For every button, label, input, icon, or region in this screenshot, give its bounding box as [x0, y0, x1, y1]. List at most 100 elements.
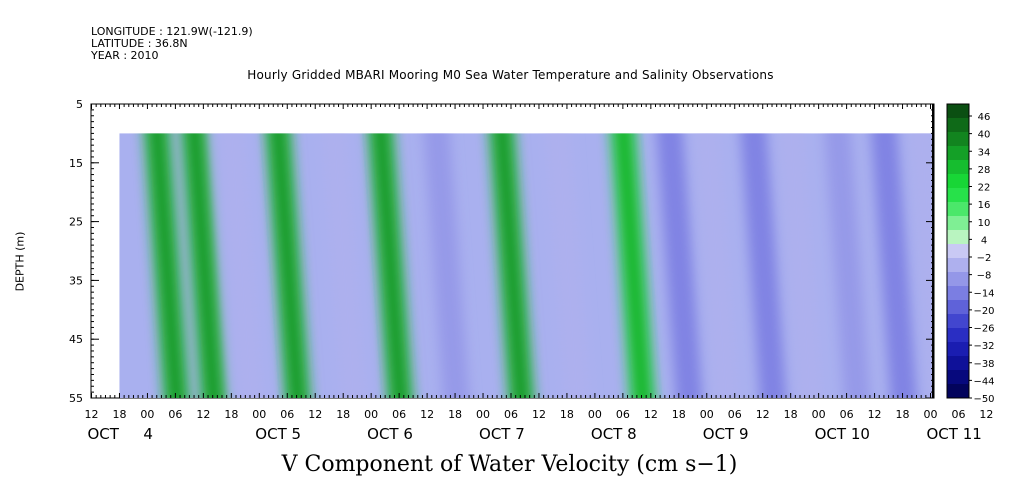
- colorbar-swatch: [947, 342, 969, 357]
- colorbar-label: 4: [981, 235, 987, 246]
- colorbar-label: 34: [978, 147, 991, 158]
- colorbar-swatch: [947, 216, 969, 231]
- x-day-label: OCT 6: [367, 425, 413, 443]
- x-day-label: OCT 11: [927, 425, 982, 443]
- x-tick-label: 06: [840, 408, 854, 421]
- colorbar-label: −2: [977, 253, 992, 264]
- velocity-band-12: [740, 133, 787, 398]
- x-tick-label: 18: [560, 408, 574, 421]
- velocity-bands: [144, 133, 932, 398]
- x-tick-label: 12: [308, 408, 322, 421]
- velocity-band-4: [321, 133, 367, 398]
- x-tick-label: 12: [85, 408, 99, 421]
- colorbar-swatch: [947, 160, 969, 175]
- x-tick-label: 00: [140, 408, 154, 421]
- velocity-core-3: [273, 133, 303, 398]
- x-tick-label: 12: [644, 408, 658, 421]
- x-tick-label: 06: [168, 408, 182, 421]
- velocity-band-13: [777, 133, 824, 398]
- x-day-label: OCT 7: [479, 425, 525, 443]
- year-label: YEAR : 2010: [91, 49, 159, 62]
- x-tick-label: 06: [951, 408, 965, 421]
- colorbar-label: −26: [973, 324, 994, 335]
- x-tick-label: 18: [896, 408, 910, 421]
- colorbar-label: 40: [978, 130, 991, 141]
- x-tick-label: 12: [756, 408, 770, 421]
- x-tick-label: 12: [532, 408, 546, 421]
- x-tick-label: 00: [588, 408, 602, 421]
- colorbar-swatch: [947, 314, 969, 329]
- velocity-band-14: [824, 133, 870, 398]
- colorbar-label: −50: [973, 394, 994, 405]
- colorbar-swatch: [947, 300, 969, 315]
- axes: 12 18 00 06 12 18 00 06 12 18 00 06 12 18 00 06 12 18 00 06…: [69, 98, 993, 443]
- velocity-band-16: [908, 133, 932, 398]
- colorbar-swatch: [947, 202, 969, 217]
- colorbar-label: 10: [978, 218, 991, 229]
- x-tick-label: 00: [476, 408, 490, 421]
- colorbar-swatch: [947, 118, 969, 133]
- x-day-label: OCT: [88, 425, 120, 443]
- x-tick-label: 18: [784, 408, 798, 421]
- colorbar-swatch: [947, 328, 969, 343]
- colorbar-swatch: [947, 146, 969, 161]
- velocity-core-1: [189, 133, 219, 398]
- x-tick-label: 06: [728, 408, 742, 421]
- x-tick-label: 18: [112, 408, 126, 421]
- colorbar-swatch: [947, 370, 969, 385]
- velocity-core-9: [618, 133, 648, 398]
- velocity-band-2: [218, 133, 265, 398]
- x-tick-label: 12: [979, 408, 993, 421]
- velocity-band-10: [656, 133, 703, 398]
- colorbar-label: −20: [973, 306, 994, 317]
- colorbar-swatch: [947, 286, 969, 301]
- y-tick-label: 45: [69, 333, 83, 346]
- colorbar: 46 40 34 28 22 16 10 4 −2 −8 −14 −20 −26 −32 −38 −44 −50: [946, 103, 995, 405]
- y-tick-label: 25: [69, 216, 83, 229]
- x-day-label: OCT 5: [255, 425, 301, 443]
- colorbar-swatch: [947, 384, 969, 399]
- x-tick-label: 00: [924, 408, 938, 421]
- velocity-core-5: [375, 133, 406, 398]
- y-tick-label: 15: [69, 157, 83, 170]
- y-tick-label: 55: [69, 392, 83, 405]
- colorbar-swatch: [947, 132, 969, 147]
- x-tick-label: 00: [700, 408, 714, 421]
- heatmap-field: [119, 133, 932, 398]
- colorbar-label: 22: [978, 183, 991, 194]
- x-tick-label: 18: [448, 408, 462, 421]
- colorbar-label: 28: [978, 165, 991, 176]
- x-tick-label: 18: [336, 408, 350, 421]
- x-day-label: 4: [143, 425, 153, 443]
- colorbar-swatch: [947, 356, 969, 371]
- x-tick-label: 00: [364, 408, 378, 421]
- colorbar-label: 46: [978, 112, 991, 123]
- x-tick-label: 06: [280, 408, 294, 421]
- colorbar-label: −38: [973, 359, 994, 370]
- x-tick-label: 06: [504, 408, 518, 421]
- colorbar-frame: [946, 103, 970, 399]
- x-tick-label: 12: [420, 408, 434, 421]
- colorbar-swatch: [947, 244, 969, 259]
- velocity-band-6: [423, 133, 470, 398]
- x-day-label: OCT 8: [591, 425, 637, 443]
- velocity-core-0: [152, 133, 182, 398]
- colorbar-label: 16: [978, 200, 991, 211]
- velocity-band-11: [694, 133, 740, 398]
- colorbar-label: −44: [973, 376, 994, 387]
- x-tick-label: 18: [224, 408, 238, 421]
- x-day-label: OCT 10: [815, 425, 870, 443]
- colorbar-swatch: [947, 230, 969, 245]
- colorbar-swatch: [947, 174, 969, 189]
- x-tick-label: 00: [812, 408, 826, 421]
- x-day-label: OCT 9: [703, 425, 749, 443]
- colorbar-swatch: [947, 188, 969, 203]
- x-tick-label: 12: [196, 408, 210, 421]
- x-tick-label: 18: [672, 408, 686, 421]
- colorbar-swatch: [947, 272, 969, 287]
- x-axis-label: V Component of Water Velocity (cm s−1): [281, 452, 738, 477]
- colorbar-label: −8: [977, 271, 992, 282]
- colorbar-label: −14: [973, 288, 994, 299]
- chart-title: Hourly Gridded MBARI Mooring M0 Sea Wate…: [247, 68, 774, 82]
